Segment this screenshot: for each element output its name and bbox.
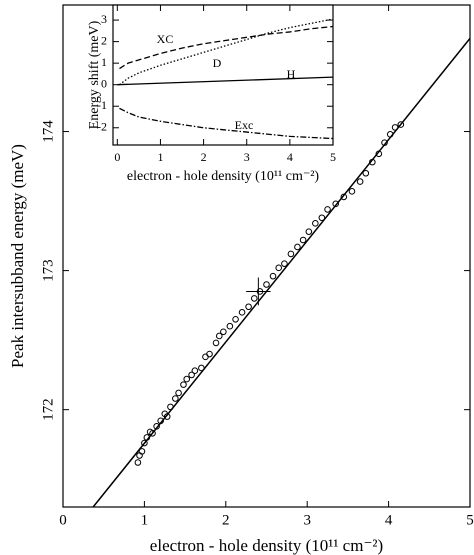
data-point (318, 214, 326, 222)
data-point (269, 272, 277, 280)
x-tick-label: 4 (287, 150, 293, 164)
data-point (180, 381, 187, 388)
data-point (212, 339, 220, 347)
curve (119, 107, 334, 140)
y-tick-label: 3 (101, 12, 107, 26)
x-axis-label: electron - hole density (10¹¹ cm⁻²) (150, 536, 383, 555)
y-axis-label: Energy shift (meV) (87, 20, 102, 129)
data-point (134, 459, 142, 466)
annotation: Exc (235, 118, 254, 132)
annotation: XC (157, 32, 174, 46)
x-tick-label: 5 (330, 150, 336, 164)
curve (119, 18, 334, 86)
x-tick-label: 1 (141, 512, 149, 528)
plot-frame (112, 4, 334, 146)
data-point (220, 328, 227, 336)
curve (117, 76, 334, 86)
y-tick-label: -1 (97, 98, 107, 112)
data-point (281, 260, 288, 267)
y-tick-label: 173 (40, 259, 56, 282)
fit-line (92, 37, 471, 508)
data-point (294, 243, 301, 251)
y-tick-label: 1 (101, 55, 107, 69)
x-tick-label: 3 (244, 150, 250, 164)
data-point (215, 332, 223, 340)
data-point (149, 429, 156, 437)
data-point (232, 315, 239, 323)
x-axis-label: electron - hole density (10¹¹ cm⁻²) (127, 169, 320, 184)
y-axis-label: Peak intersubband energy (meV) (8, 144, 27, 368)
x-tick-label: 2 (222, 512, 230, 528)
x-tick-label: 5 (466, 512, 474, 528)
y-tick-label: 174 (40, 120, 56, 143)
y-tick-label: -2 (97, 120, 107, 134)
data-point (206, 350, 213, 358)
data-point (141, 439, 148, 447)
data-point (226, 322, 234, 330)
data-point (305, 228, 313, 235)
data-point (348, 188, 356, 195)
y-tick-label: 172 (40, 398, 56, 421)
data-point (312, 220, 319, 227)
x-tick-label: 2 (201, 150, 207, 164)
annotation: D (213, 56, 222, 70)
x-tick-label: 1 (157, 150, 163, 164)
y-tick-label: 0 (101, 76, 107, 90)
data-point (397, 121, 405, 128)
data-point (324, 206, 331, 213)
data-point (263, 281, 270, 288)
data-point (332, 200, 339, 208)
data-point (183, 375, 191, 383)
data-point (275, 264, 283, 272)
x-tick-label: 4 (385, 512, 393, 528)
data-point (287, 250, 295, 258)
data-point (362, 169, 370, 177)
data-point (356, 178, 364, 185)
data-point (175, 389, 182, 397)
annotation: H (287, 67, 296, 81)
data-point (172, 395, 179, 402)
data-point (138, 448, 146, 455)
data-point (299, 236, 307, 244)
x-tick-label: 0 (114, 150, 120, 164)
x-tick-label: 0 (59, 512, 67, 528)
data-point (191, 367, 199, 375)
curve (119, 25, 334, 70)
data-point (238, 309, 246, 316)
x-tick-label: 3 (303, 512, 311, 528)
data-point (188, 371, 195, 379)
data-point (245, 303, 252, 311)
data-point (250, 295, 258, 302)
y-tick-label: 2 (101, 33, 107, 47)
